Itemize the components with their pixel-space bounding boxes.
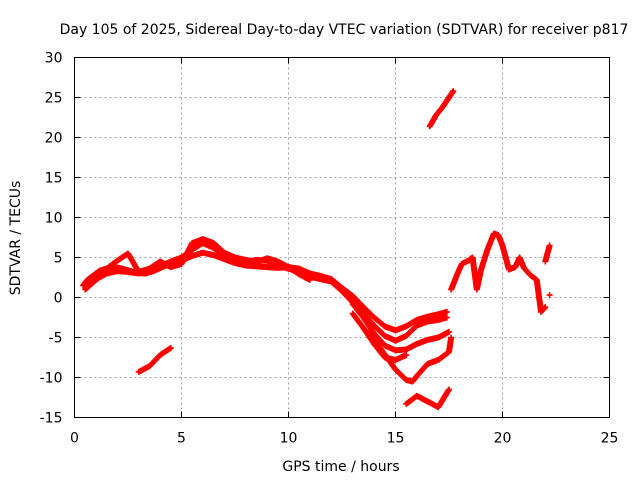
x-tick-label: 10 — [280, 431, 298, 447]
y-tick-label: 30 — [45, 51, 63, 67]
x-tick-label: 20 — [494, 431, 512, 447]
series-track-6 — [135, 344, 174, 375]
y-axis-title: SDTVAR / TECUs — [8, 181, 24, 296]
x-axis-title: GPS time / hours — [282, 459, 399, 475]
y-tick-label: -10 — [40, 371, 63, 387]
x-tick-label: 25 — [601, 431, 619, 447]
series-track-5 — [366, 328, 455, 385]
x-tick-labels: 0 5 10 15 20 25 — [70, 431, 618, 447]
series-track-7 — [403, 386, 452, 411]
y-tick-label: 10 — [45, 211, 63, 227]
series-track-8 — [426, 88, 457, 130]
series-track-9 — [448, 230, 553, 315]
y-tick-label: 15 — [45, 171, 63, 187]
y-tick-label: -5 — [49, 331, 63, 347]
x-tick-label: 5 — [177, 431, 186, 447]
chart-title: Day 105 of 2025, Sidereal Day-to-day VTE… — [60, 22, 629, 38]
y-tick-label: 20 — [45, 131, 63, 147]
y-tick-label: 25 — [45, 91, 63, 107]
x-tick-label: 15 — [387, 431, 405, 447]
y-tick-labels: -15 -10 -5 0 5 10 15 20 25 30 — [40, 51, 63, 427]
y-tick-label: 5 — [54, 251, 63, 267]
plot-frame — [74, 57, 610, 418]
data-points — [80, 88, 553, 411]
y-tick-label: 0 — [54, 291, 63, 307]
y-tick-label: -15 — [40, 411, 63, 427]
x-tick-label: 0 — [70, 431, 79, 447]
